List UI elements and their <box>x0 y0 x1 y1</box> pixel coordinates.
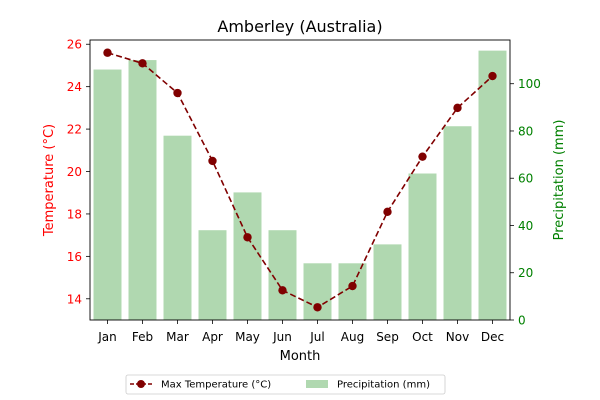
temperature-point-nov <box>453 103 462 113</box>
temperature-point-oct <box>418 152 427 161</box>
left-tick-label-20: 20 <box>67 165 82 179</box>
precipitation-bar-oct <box>408 173 437 320</box>
x-tick-label-sep: Sep <box>376 330 399 344</box>
precipitation-bar-sep <box>373 244 402 320</box>
left-y-axis-label: Temperature (°C) <box>42 124 57 237</box>
precipitation-bar-aug <box>338 263 367 320</box>
legend-frame <box>125 374 446 395</box>
precipitation-bar-nov <box>443 126 472 321</box>
temperature-point-may <box>243 233 252 242</box>
x-tick-label-mar: Mar <box>166 330 189 344</box>
precipitation-bar-may <box>233 192 262 320</box>
left-tick-label-18: 18 <box>67 207 82 221</box>
right-tick-label-20: 20 <box>518 266 533 280</box>
temperature-point-jun <box>278 286 287 295</box>
x-axis-label: Month <box>280 349 321 364</box>
x-tick-label-may: May <box>235 330 260 344</box>
precipitation-bar-feb <box>128 60 157 321</box>
legend-bar-swatch <box>306 380 328 388</box>
x-tick-label-jun: Jun <box>272 330 292 344</box>
temperature-line-path <box>107 51 494 309</box>
precipitation-bar-mar <box>163 135 192 320</box>
temperature-point-sep <box>383 207 392 217</box>
legend-line-marker <box>137 380 145 388</box>
temperature-point-aug <box>348 281 357 291</box>
left-tick-label-14: 14 <box>67 292 82 306</box>
x-tick-label-oct: Oct <box>412 330 433 344</box>
precipitation-bar-jul <box>303 263 332 320</box>
plot-frame <box>89 39 511 321</box>
temperature-point-jan <box>103 48 112 57</box>
legend-label-temperature: Max Temperature (°C) <box>161 380 271 391</box>
temperature-point-apr <box>208 156 217 166</box>
x-tick-label-feb: Feb <box>132 330 153 344</box>
right-y-axis: 0 20 40 60 80 100 <box>510 77 541 328</box>
right-tick-label-100: 100 <box>518 77 541 91</box>
left-y-axis: 14 16 18 20 22 24 26 <box>67 38 90 306</box>
left-tick-label-16: 16 <box>67 250 82 264</box>
temperature-point-mar <box>173 88 182 98</box>
x-tick-label-aug: Aug <box>341 330 364 344</box>
temperature-point-feb <box>138 59 147 68</box>
right-tick-label-60: 60 <box>518 172 533 186</box>
chart-title: Amberley (Australia) <box>217 17 382 36</box>
legend: Max Temperature (°C) Precipitation (mm) <box>125 374 446 395</box>
precipitation-bar-apr <box>198 230 227 320</box>
x-tick-label-apr: Apr <box>202 330 223 344</box>
right-y-axis-label: Precipitation (mm) <box>552 120 567 241</box>
precipitation-bar-jan <box>93 69 122 321</box>
left-tick-label-26: 26 <box>67 38 82 52</box>
left-tick-label-24: 24 <box>67 80 82 94</box>
left-tick-label-22: 22 <box>67 123 82 137</box>
right-tick-label-40: 40 <box>518 219 533 233</box>
x-tick-label-nov: Nov <box>446 330 469 344</box>
x-tick-label-jul: Jul <box>309 330 324 344</box>
temperature-point-jul <box>313 303 322 312</box>
right-tick-label-0: 0 <box>518 314 526 328</box>
temperature-line <box>103 48 497 312</box>
temperature-point-dec <box>488 71 497 81</box>
right-tick-label-80: 80 <box>518 124 533 138</box>
x-axis: Jan Feb Mar Apr May Jun Jul Aug Sep Oct Nov Dec <box>97 320 504 344</box>
x-tick-label-dec: Dec <box>481 330 504 344</box>
precipitation-bar-dec <box>478 50 507 321</box>
x-tick-label-jan: Jan <box>97 330 117 344</box>
legend-label-precipitation: Precipitation (mm) <box>337 380 430 391</box>
